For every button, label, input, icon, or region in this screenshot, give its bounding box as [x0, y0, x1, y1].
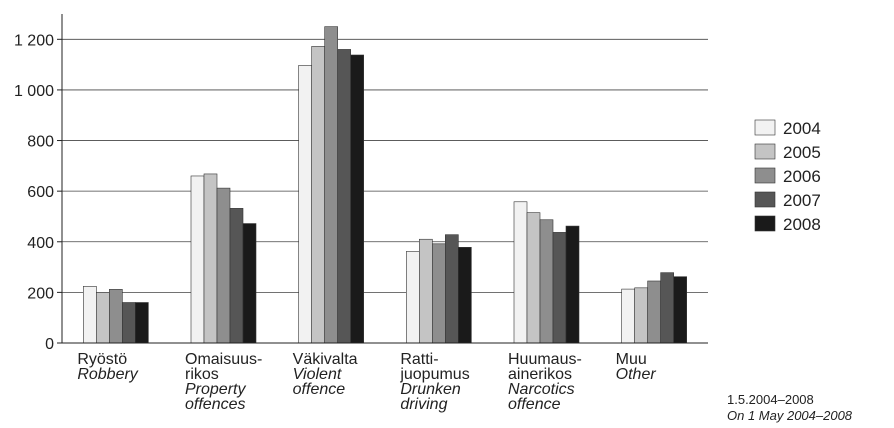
bar [311, 46, 325, 344]
bar [216, 187, 231, 344]
bar [122, 302, 136, 344]
bar [539, 219, 554, 344]
x-tick-label: Huumaus-ainerikos [508, 351, 582, 383]
bar [83, 286, 97, 344]
x-tick-label-en: Property offences [185, 381, 246, 413]
bar [647, 280, 661, 344]
x-tick-label-en: Drunken driving [400, 381, 461, 413]
legend-label: 2007 [783, 191, 821, 210]
bar [445, 234, 459, 344]
legend-swatch [754, 167, 776, 184]
y-tick-label: 600 [27, 184, 54, 201]
legend-swatch [754, 119, 776, 136]
legend-label: 2004 [783, 119, 821, 138]
legend-label: 2006 [783, 167, 821, 186]
bar [298, 65, 312, 344]
y-tick-label: 1 000 [14, 83, 54, 100]
y-tick-label: 400 [27, 235, 54, 252]
bar [565, 225, 580, 344]
y-tick-label: 800 [27, 134, 54, 151]
bar [203, 173, 218, 344]
legend-label: 2005 [783, 143, 821, 162]
legend-swatch [754, 143, 776, 160]
x-tick-label-en: Violent offence [293, 366, 346, 398]
bar [432, 243, 446, 344]
bar [190, 175, 205, 344]
bar [634, 287, 648, 344]
bar [458, 247, 472, 344]
y-tick-label: 200 [27, 285, 54, 302]
footnote-en: On 1 May 2004–2008 [727, 408, 853, 423]
bar [406, 251, 420, 344]
y-tick-label: 1 200 [14, 32, 54, 49]
x-tick-label: Väkivalta [293, 351, 358, 368]
bar [324, 26, 338, 344]
bar [660, 272, 674, 344]
bar [96, 292, 110, 344]
bar [419, 238, 433, 344]
x-tick-label: Ryöstö [77, 351, 127, 368]
bar [552, 232, 567, 344]
bar [135, 302, 149, 344]
bar [513, 201, 528, 344]
legend-swatch [754, 191, 776, 208]
bar [242, 223, 257, 344]
bar [673, 276, 687, 344]
bar [337, 49, 351, 344]
footnote: 1.5.2004–2008 [727, 392, 814, 407]
bar [350, 54, 364, 344]
x-tick-label-en: Other [616, 366, 657, 383]
legend-swatch [754, 215, 776, 232]
bar [526, 212, 541, 344]
legend-label: 2008 [783, 215, 821, 234]
y-tick-label: 0 [45, 336, 54, 353]
bar [621, 288, 635, 344]
x-tick-label: Omaisuus-rikos [185, 351, 262, 383]
x-tick-label: Muu [616, 351, 647, 368]
x-tick-label-en: Narcotics offence [508, 381, 575, 413]
x-tick-label: Ratti-juopumus [399, 351, 469, 383]
x-tick-label-en: Robbery [77, 366, 138, 383]
bar [109, 289, 123, 344]
bar [229, 208, 244, 344]
